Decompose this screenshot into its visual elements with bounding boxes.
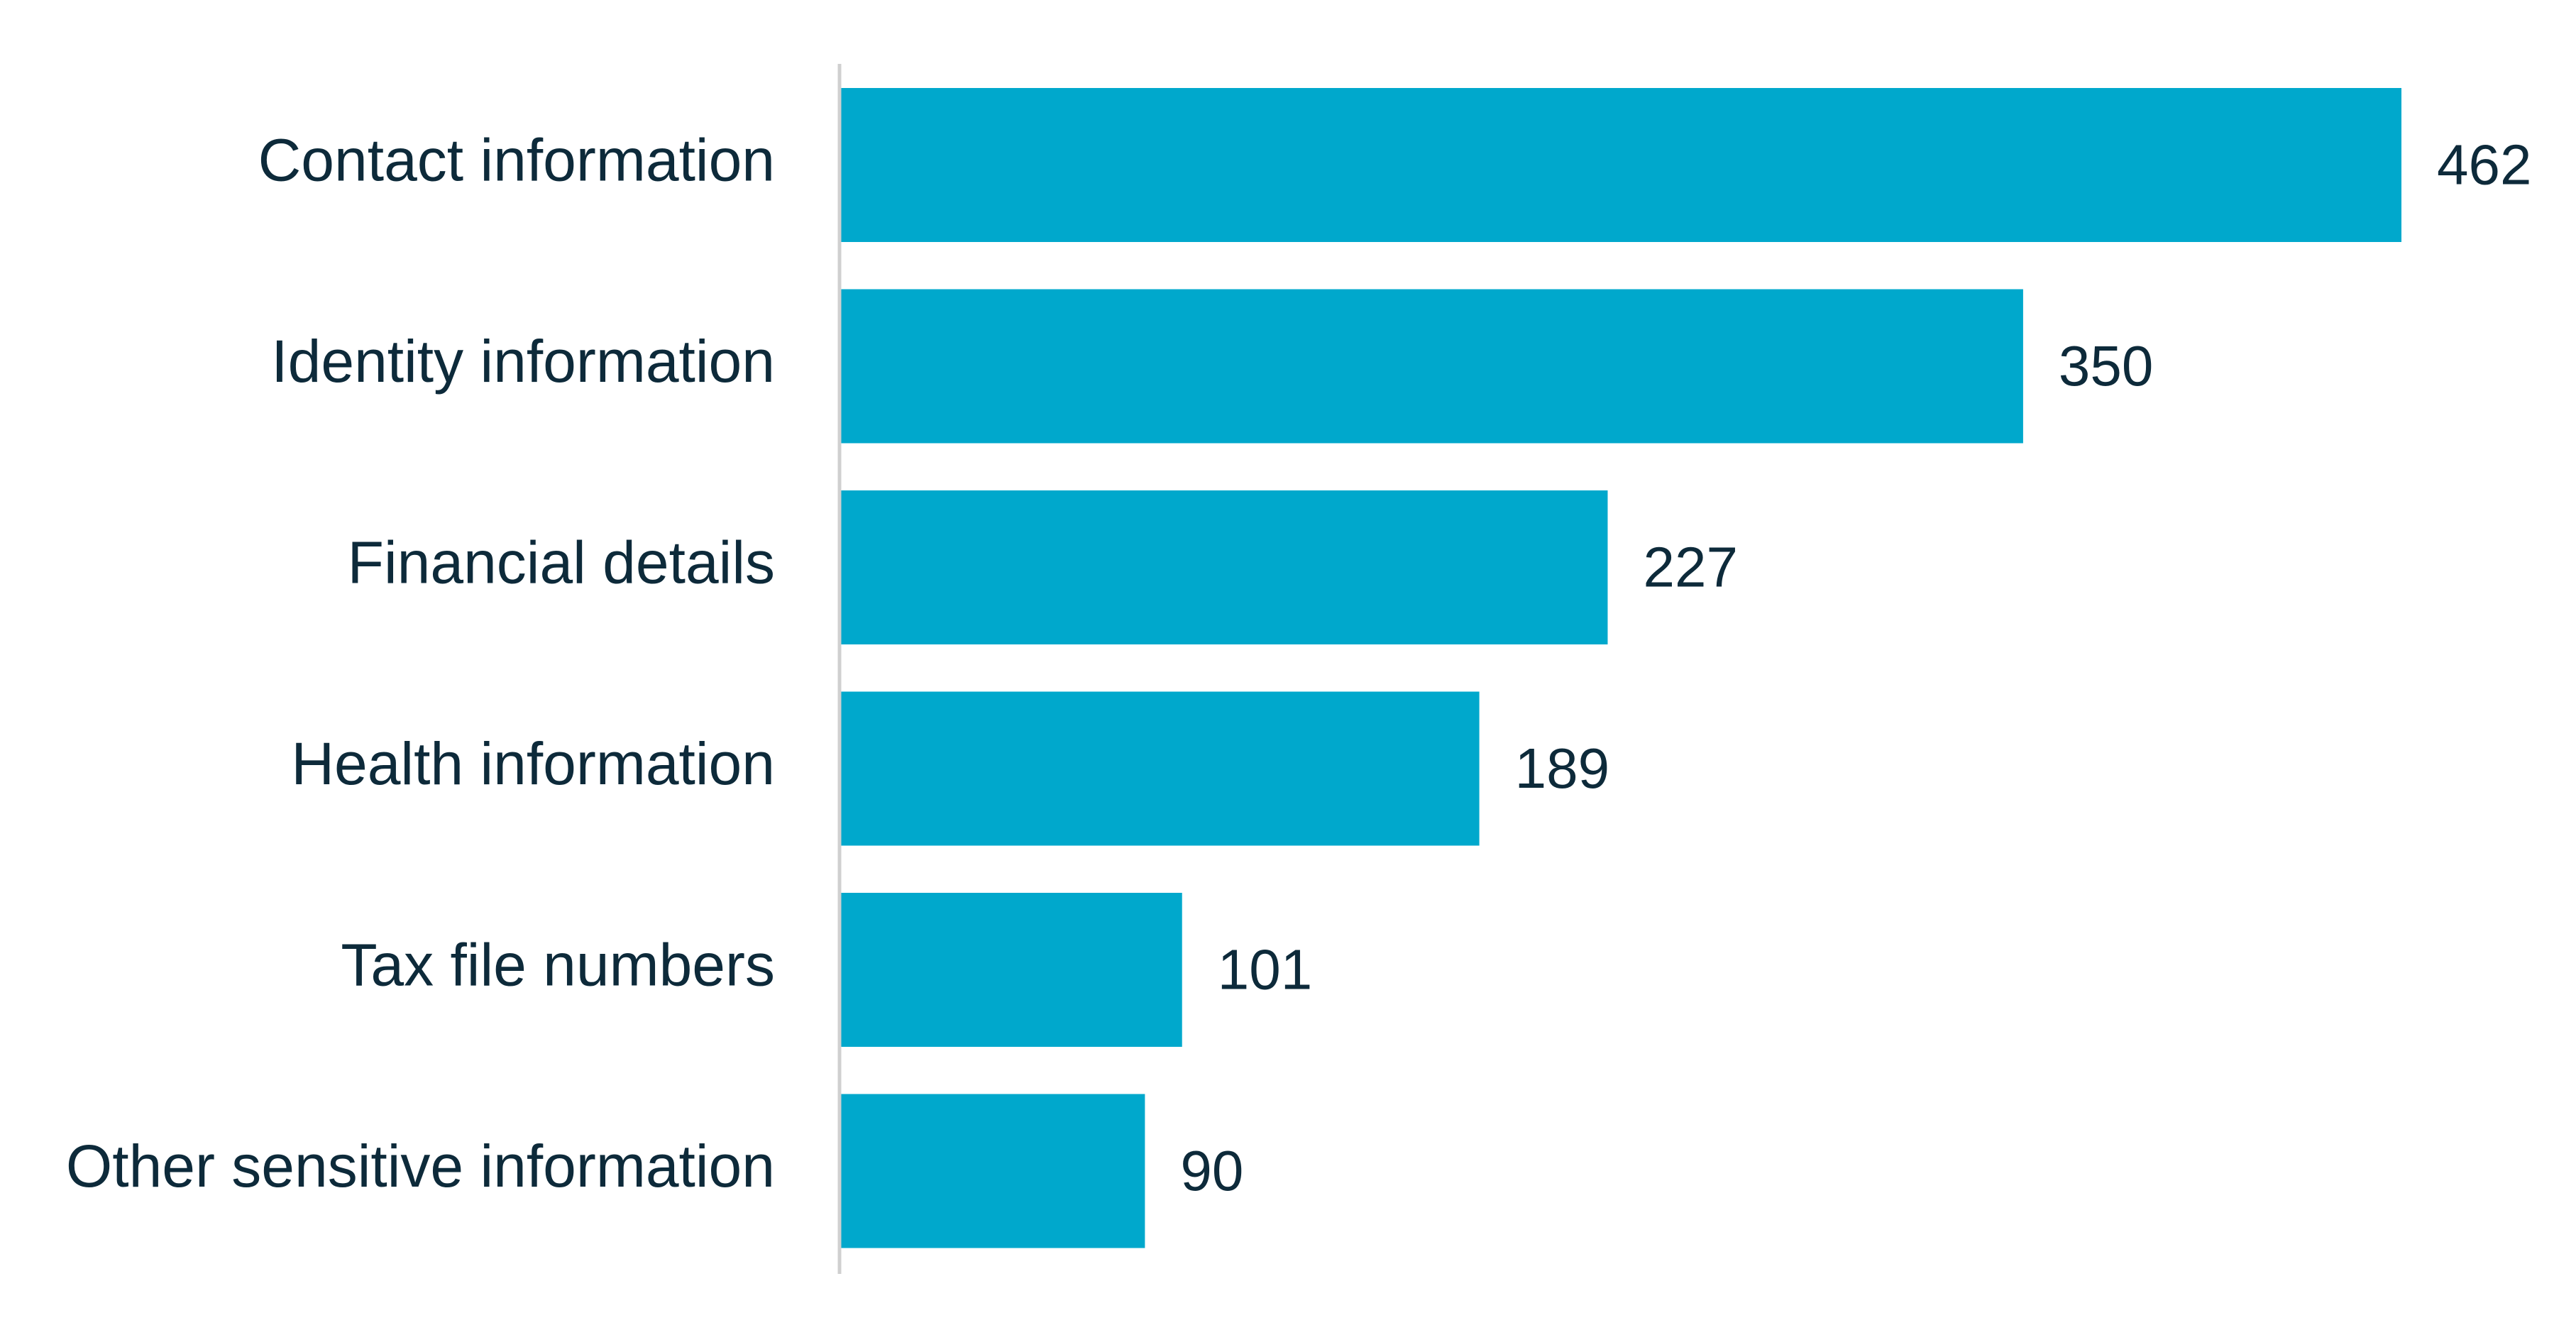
value-label-5: 90	[1180, 1139, 1243, 1202]
category-label-2: Financial details	[348, 529, 775, 596]
value-labels-layer: 462 350 227 189 101 90	[1180, 133, 2531, 1203]
value-label-3: 189	[1515, 737, 1609, 800]
bar-2	[841, 490, 1608, 644]
category-label-1: Identity information	[271, 328, 775, 395]
bar-5	[841, 1094, 1145, 1248]
category-label-5: Other sensitive information	[66, 1133, 775, 1199]
category-label-3: Health information	[291, 730, 775, 797]
bar-0	[841, 88, 2401, 242]
bar-1	[841, 289, 2023, 444]
bar-3	[841, 691, 1480, 846]
value-label-4: 101	[1218, 938, 1312, 1001]
value-label-0: 462	[2437, 133, 2531, 197]
bars-layer	[841, 88, 2401, 1248]
value-label-1: 350	[2059, 334, 2153, 397]
bar-4	[841, 893, 1182, 1047]
category-labels-layer: Contact information Identity information F…	[66, 127, 775, 1200]
value-label-2: 227	[1643, 536, 1737, 599]
category-label-0: Contact information	[258, 127, 775, 194]
category-label-4: Tax file numbers	[341, 932, 775, 999]
